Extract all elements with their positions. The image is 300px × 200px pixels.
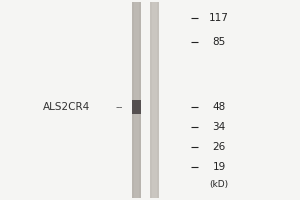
Text: 48: 48	[212, 102, 226, 112]
Bar	[134, 2, 139, 198]
Text: --: --	[116, 102, 123, 112]
Text: 117: 117	[209, 13, 229, 23]
Text: ALS2CR4: ALS2CR4	[43, 102, 90, 112]
Text: 34: 34	[212, 122, 226, 132]
Bar	[132, 2, 141, 198]
Bar	[150, 2, 159, 198]
Text: 26: 26	[212, 142, 226, 152]
Text: (kD): (kD)	[209, 180, 229, 190]
Text: 85: 85	[212, 37, 226, 47]
Bar	[152, 2, 157, 198]
Text: 19: 19	[212, 162, 226, 172]
Bar	[132, 100, 141, 114]
